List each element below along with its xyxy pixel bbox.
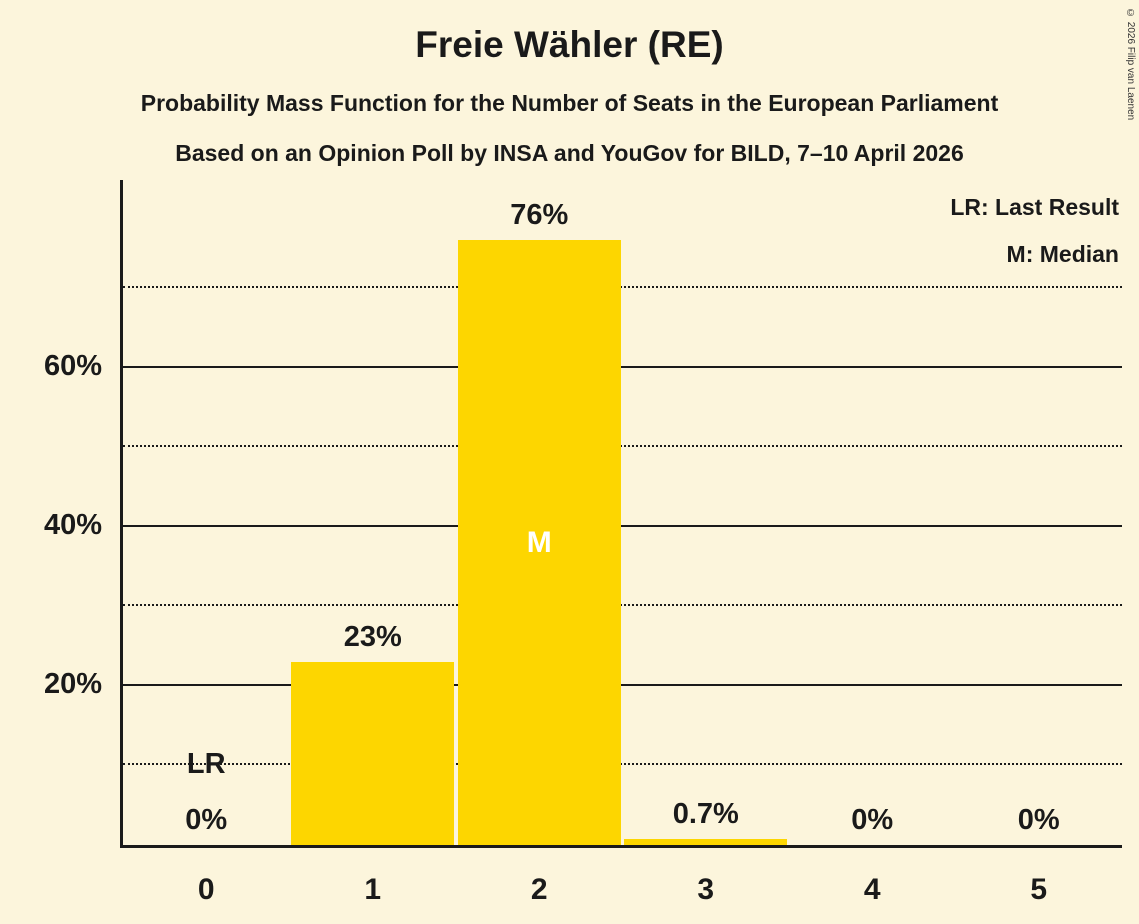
legend-median: M: Median [1006, 241, 1119, 267]
y-tick-label: 60% [43, 349, 102, 382]
gridline-solid [123, 524, 1122, 527]
gridline-dotted [123, 286, 1122, 289]
plot-area: 0% 0 23% 1 76% 2 0.7% 3 0% 4 0% 5 LR M [120, 180, 1122, 906]
chart-legend: LR: Last Result M: Median [950, 184, 1119, 278]
x-tick-label: 3 [697, 873, 715, 906]
bar-seat-1 [291, 662, 455, 845]
gridline-dotted [123, 604, 1122, 607]
chart-subtitle-poll-type: Probability Mass Function for the Number… [140, 90, 999, 116]
x-tick-label: 0 [197, 873, 215, 906]
gridline-solid [123, 683, 1122, 686]
x-tick-label: 2 [530, 873, 548, 906]
x-tick-label: 1 [364, 873, 382, 906]
bar-value-label: 0% [1017, 804, 1060, 836]
chart-title: Freie Wähler (RE) [415, 24, 724, 65]
bar-value-label: 0% [185, 804, 228, 836]
legend-last-result: LR: Last Result [950, 194, 1119, 220]
bar-seat-3 [624, 839, 788, 845]
gridline-dotted [123, 445, 1122, 448]
last-result-marker: LR [186, 748, 226, 780]
chart-subtitle-poll-source: Based on an Opinion Poll by INSA and You… [175, 140, 964, 166]
bar-seat-2 [457, 240, 621, 845]
gridline-dotted [123, 763, 1122, 766]
median-marker: M [526, 525, 552, 559]
gridline-solid [123, 365, 1122, 368]
bar-value-label: 0.7% [672, 798, 739, 831]
bar-value-label: 23% [343, 621, 402, 654]
x-tick-label: 4 [863, 873, 881, 906]
y-tick-label: 40% [43, 508, 102, 541]
bar-value-label: 76% [510, 199, 569, 232]
x-tick-label: 5 [1030, 873, 1048, 906]
bar-value-label: 0% [851, 804, 894, 836]
copyright-text: © 2026 Filip van Laenen [1125, 8, 1136, 121]
y-tick-label: 20% [43, 667, 102, 700]
